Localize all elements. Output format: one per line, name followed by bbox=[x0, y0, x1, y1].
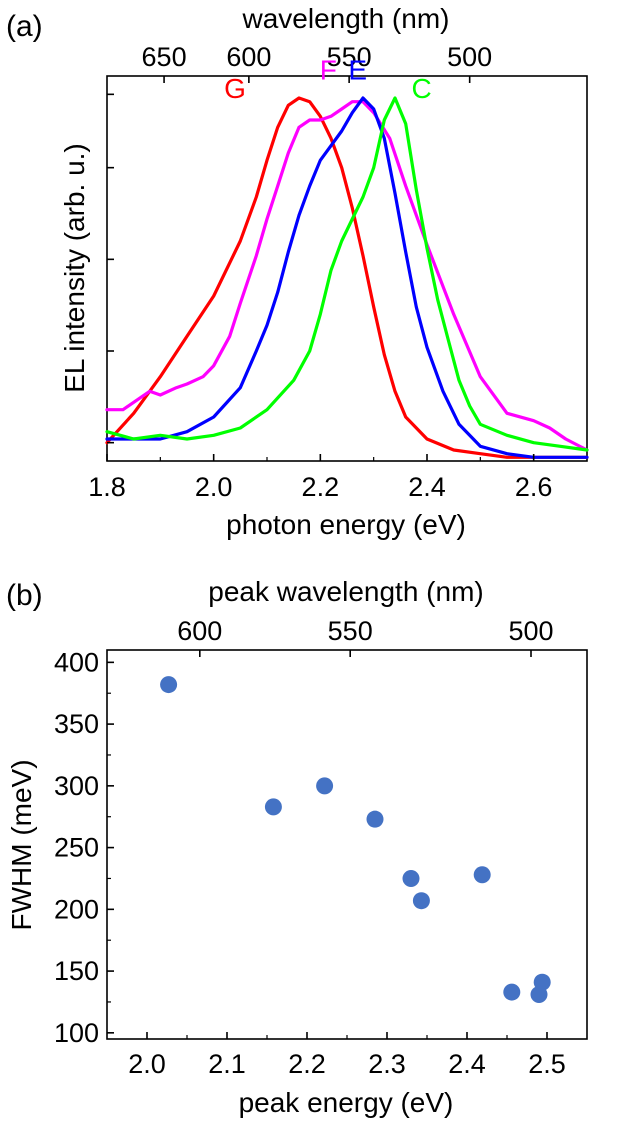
panel-a-x-tick-label: 2.6 bbox=[515, 472, 553, 502]
panel-b-top-axis-title: peak wavelength (nm) bbox=[208, 576, 483, 607]
panel-a-x-axis-title: photon energy (eV) bbox=[226, 509, 466, 540]
panel-a-top-axis-title: wavelength (nm) bbox=[242, 3, 450, 34]
panel-b-x-tick-label: 2.0 bbox=[128, 1049, 166, 1079]
panel-b-y-tick-label: 350 bbox=[54, 709, 99, 739]
panel-b-y-tick-label: 400 bbox=[54, 647, 99, 677]
panel-b-x-tick-label: 2.3 bbox=[368, 1049, 406, 1079]
scatter-point bbox=[503, 983, 521, 1001]
panel-a-curve-labels: G F E C bbox=[224, 55, 432, 104]
panel-b-points bbox=[160, 676, 551, 1004]
panel-a-x-tick-label: 2.2 bbox=[302, 472, 340, 502]
panel-b-x-tick-label: 2.5 bbox=[528, 1049, 566, 1079]
scatter-point bbox=[316, 777, 334, 795]
panel-a-top-tick-label: 650 bbox=[142, 42, 187, 72]
panel-b-y-axis-title: FWHM (meV) bbox=[6, 759, 37, 930]
panel-b-y-tick-label: 100 bbox=[54, 1018, 99, 1048]
panel-a-ticks: 1.8 2.0 2.2 2.4 2.6 650 600 550 500 bbox=[88, 42, 552, 502]
scatter-point bbox=[412, 892, 430, 910]
panel-a-curves bbox=[105, 96, 589, 459]
curve-label-C: C bbox=[412, 73, 432, 104]
scatter-point bbox=[366, 810, 384, 828]
panel-a-x-tick-label: 1.8 bbox=[88, 472, 126, 502]
panel-b-x-axis-title: peak energy (eV) bbox=[239, 1087, 454, 1118]
curve-label-G: G bbox=[224, 73, 246, 104]
curve-label-E: E bbox=[348, 55, 367, 86]
panel-b-y-tick-label: 250 bbox=[54, 833, 99, 863]
scatter-point bbox=[533, 973, 551, 991]
panel-a-plot-frame bbox=[106, 75, 588, 462]
panel-a-label: (a) bbox=[6, 10, 43, 43]
panel-b-x-tick-label: 2.1 bbox=[208, 1049, 246, 1079]
scatter-point bbox=[264, 798, 282, 816]
panel-b-top-tick-label: 500 bbox=[508, 616, 553, 646]
panel-a-x-tick-label: 2.4 bbox=[408, 472, 446, 502]
panel-b-top-tick-label: 550 bbox=[328, 616, 373, 646]
panel-b-y-tick-label: 150 bbox=[54, 956, 99, 986]
curve-E bbox=[105, 96, 589, 459]
panel-b-x-tick-label: 2.2 bbox=[288, 1049, 326, 1079]
panel-b-x-tick-label: 2.4 bbox=[448, 1049, 486, 1079]
panel-a-top-tick-label: 550 bbox=[327, 42, 372, 72]
curve-label-F: F bbox=[320, 55, 337, 86]
panel-a-top-tick-label: 500 bbox=[447, 42, 492, 72]
panel-a: (a) wavelength (nm) 1.8 2.0 2.2 2.4 2.6 650 60… bbox=[6, 3, 589, 540]
panel-b: (b) peak wavelength (nm) 2.0 2.1 2.2 2.3 2.4… bbox=[6, 576, 588, 1118]
scatter-point bbox=[160, 676, 178, 694]
curve-C bbox=[105, 96, 589, 452]
panel-b-ticks: 2.0 2.1 2.2 2.3 2.4 2.5 100 150 200 250 300 350 400 6… bbox=[54, 616, 566, 1079]
curve-G bbox=[105, 96, 589, 459]
curve-F bbox=[105, 100, 589, 452]
panel-b-y-tick-label: 300 bbox=[54, 771, 99, 801]
panel-b-y-tick-label: 200 bbox=[54, 894, 99, 924]
scatter-point bbox=[402, 869, 420, 887]
scatter-point bbox=[473, 866, 491, 884]
panel-b-top-tick-label: 600 bbox=[177, 616, 222, 646]
panel-a-y-axis-title: EL intensity (arb. u.) bbox=[59, 143, 90, 393]
panel-b-label: (b) bbox=[6, 579, 43, 612]
panel-b-plot-frame bbox=[106, 649, 588, 1040]
panel-a-x-tick-label: 2.0 bbox=[195, 472, 233, 502]
panel-a-top-tick-label: 600 bbox=[226, 42, 271, 72]
